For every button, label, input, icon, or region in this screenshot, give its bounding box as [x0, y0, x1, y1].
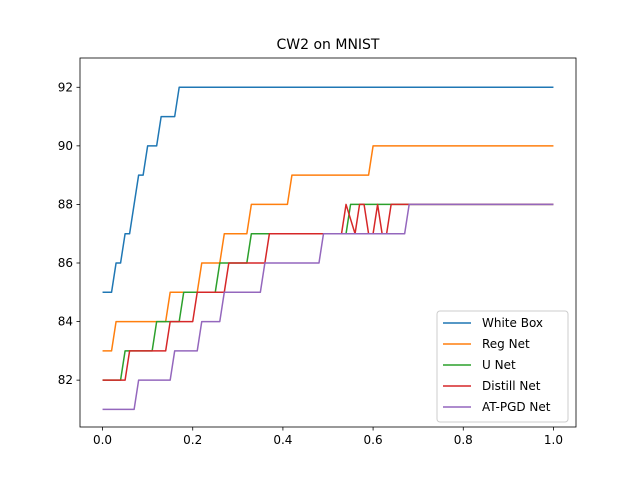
y-tick-label: 84: [58, 315, 73, 329]
y-tick-label: 86: [58, 256, 73, 270]
series-line-5: [102, 203, 554, 411]
y-tick-label: 88: [58, 197, 73, 211]
series-layer: [102, 86, 554, 411]
x-tick-label: 0.6: [364, 433, 383, 447]
x-tick-label: 0.2: [183, 433, 202, 447]
legend-label: White Box: [482, 316, 543, 330]
y-tick-label: 92: [58, 80, 73, 94]
legend-label: Distill Net: [482, 379, 541, 393]
x-tick-label: 0.4: [273, 433, 292, 447]
plot-frame: [79, 57, 577, 428]
chart-title: CW2 on MNIST: [277, 37, 380, 53]
y-tick-label: 90: [58, 139, 73, 153]
legend-label: Reg Net: [482, 337, 530, 351]
axes-layer: 0.0 0.2 0.4 0.6 0.8 1.0 82 84 86 88 90 92: [58, 57, 577, 447]
legend: White Box Reg Net U Net Distill Net AT-PGD N…: [436, 310, 569, 423]
x-tick-label: 0.8: [454, 433, 473, 447]
legend-label: AT-PGD Net: [482, 400, 551, 414]
legend-box: [436, 310, 569, 423]
x-tick-label: 1.0: [544, 433, 563, 447]
series-line-1: [102, 86, 554, 294]
series-line-2: [102, 145, 554, 352]
legend-label: U Net: [482, 358, 516, 372]
x-tick-label: 0.0: [93, 433, 112, 447]
y-tick-label: 82: [58, 373, 73, 387]
